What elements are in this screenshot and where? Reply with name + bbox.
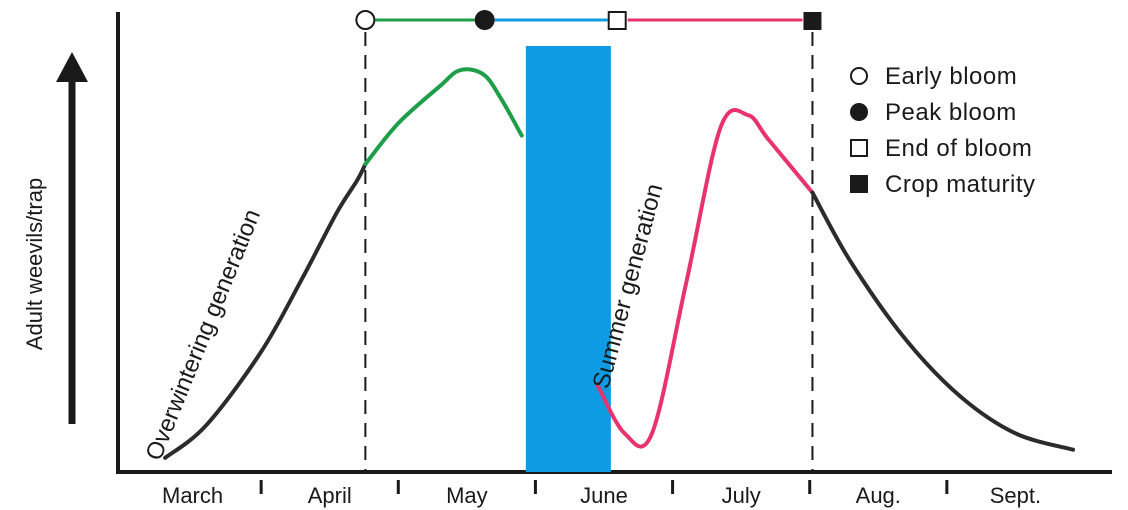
legend-marker-early-bloom — [850, 67, 868, 85]
legend: Early bloom Peak bloom End of bloom Crop… — [850, 63, 1036, 198]
x-tick-label: Aug. — [856, 483, 901, 508]
x-ticks: March April May June July Aug. Sept. — [162, 480, 1041, 508]
plot-area — [163, 10, 1076, 472]
legend-label-crop-maturity: Crop maturity — [885, 171, 1036, 198]
phase-marker-end-of-bloom — [607, 11, 627, 30]
legend-marker-end-of-bloom — [850, 139, 868, 157]
x-tick-label: March — [162, 483, 223, 508]
x-tick-label: July — [722, 483, 761, 508]
y-axis-label: Adult weevils/trap — [22, 178, 47, 350]
series-line — [363, 67, 524, 167]
bloom-band — [525, 46, 611, 472]
x-tick-label: Sept. — [990, 483, 1041, 508]
legend-label-peak-bloom: Peak bloom — [885, 99, 1017, 126]
phase-marker-early-bloom — [355, 10, 376, 30]
y-arrow-head — [56, 52, 88, 82]
overwintering-label: Overwintering generation — [141, 206, 266, 465]
phase-marker-peak-bloom — [474, 10, 495, 30]
legend-marker-crop-maturity — [850, 175, 868, 193]
x-tick-label: June — [580, 483, 628, 508]
x-tick-label: May — [446, 483, 488, 508]
series-line — [163, 162, 368, 460]
legend-marker-peak-bloom — [850, 103, 868, 121]
series-line — [810, 190, 1076, 452]
phase-marker-crop-maturity — [803, 12, 822, 30]
legend-label-early-bloom: Early bloom — [885, 63, 1017, 90]
x-tick-label: April — [308, 483, 352, 508]
legend-label-end-of-bloom: End of bloom — [885, 135, 1032, 162]
series-line — [595, 108, 815, 449]
